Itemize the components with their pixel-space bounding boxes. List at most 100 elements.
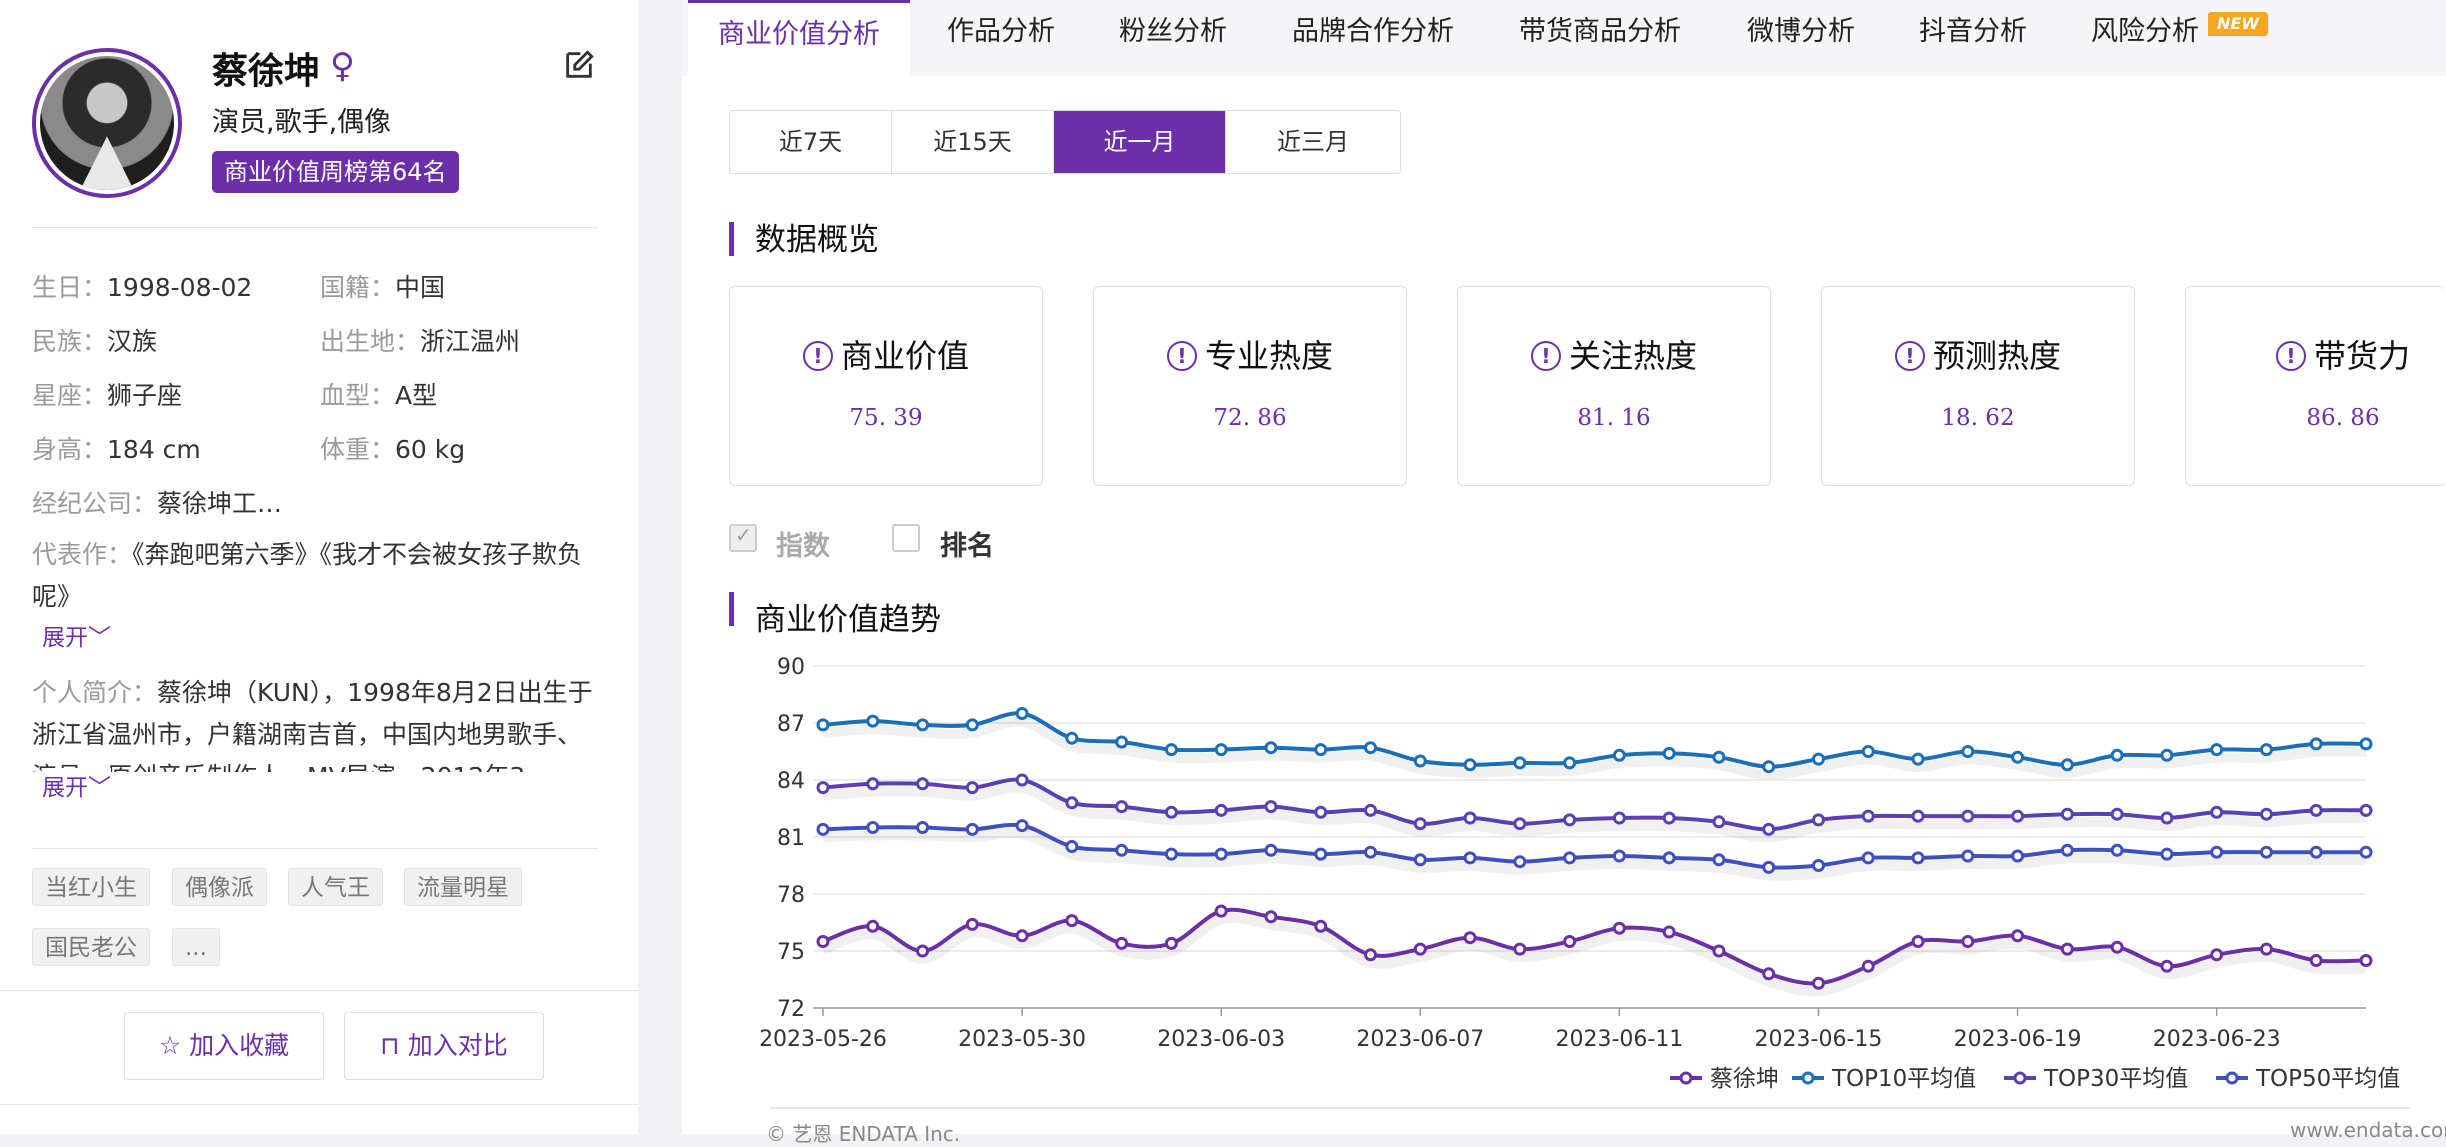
data-point xyxy=(1961,809,1975,823)
tag[interactable]: 当红小生 xyxy=(32,868,150,906)
info-agency: 经纪公司：蔡徐坤工… xyxy=(32,489,283,518)
info-birthplace: 出生地：浙江温州 xyxy=(320,327,521,356)
data-point xyxy=(1563,813,1577,827)
data-point xyxy=(1314,805,1328,819)
data-point xyxy=(2210,743,2224,757)
info-height: 身高：184 cm xyxy=(32,435,201,464)
overview-title: 数据概览 xyxy=(755,222,879,258)
info-icon[interactable]: ! xyxy=(802,341,833,371)
tag[interactable]: 偶像派 xyxy=(172,868,267,906)
more-tags[interactable]: ... xyxy=(172,928,220,966)
rank-checkbox[interactable] xyxy=(892,524,920,552)
tag[interactable]: 人气王 xyxy=(288,868,383,906)
data-point xyxy=(1115,800,1129,814)
card-commercial-value[interactable]: ! 商业价值 75. 39 xyxy=(729,286,1043,486)
expand-works-link[interactable]: 展开﹀ xyxy=(42,625,111,651)
period-7d[interactable]: 近7天 xyxy=(730,111,892,173)
data-point xyxy=(1463,851,1477,865)
info-birthday: 生日：1998-08-02 xyxy=(32,273,253,302)
data-point xyxy=(1563,851,1577,865)
tab-commercial-value[interactable]: 商业价值分析 xyxy=(688,0,910,76)
avatar-image xyxy=(40,56,174,190)
data-point xyxy=(2259,807,2273,821)
data-point xyxy=(965,781,979,795)
card-sales-power[interactable]: ! 带货力 86. 86 xyxy=(2185,286,2446,486)
data-point xyxy=(2309,845,2323,859)
data-point xyxy=(1413,942,1427,956)
add-favorite-button[interactable]: ☆ 加入收藏 xyxy=(124,1012,324,1080)
tab-products[interactable]: 带货商品分析 xyxy=(1519,16,1681,47)
avatar xyxy=(32,48,182,198)
data-point xyxy=(1662,851,1676,865)
index-checkbox[interactable] xyxy=(729,523,757,552)
analysis-panel xyxy=(682,0,2446,1134)
series-shadow xyxy=(822,716,2367,780)
legend-label: 蔡徐坤 xyxy=(1710,1066,1779,1092)
tab-bar xyxy=(682,0,2446,76)
data-point xyxy=(1314,743,1328,757)
period-3m[interactable]: 近三月 xyxy=(1226,111,1400,173)
artist-roles: 演员,歌手,偶像 xyxy=(212,107,392,138)
tab-works[interactable]: 作品分析 xyxy=(947,16,1055,47)
info-zodiac: 星座：狮子座 xyxy=(32,381,183,410)
data-point xyxy=(1015,773,1029,787)
edit-icon[interactable] xyxy=(562,48,596,91)
tag[interactable]: 流量明星 xyxy=(404,868,522,906)
data-point xyxy=(1861,959,1875,973)
data-point xyxy=(1762,760,1776,774)
legend-marker xyxy=(1801,1071,1815,1085)
x-tick-label: 2023-06-11 xyxy=(1555,1027,1683,1052)
data-point xyxy=(1612,849,1626,863)
expand-bio-link[interactable]: 展开﹀ xyxy=(42,768,111,802)
info-icon[interactable]: ! xyxy=(1530,341,1561,371)
x-tick-label: 2023-05-26 xyxy=(759,1027,887,1052)
trend-title: 商业价值趋势 xyxy=(755,602,941,638)
data-point xyxy=(1115,843,1129,857)
card-forecast-heat[interactable]: ! 预测热度 18. 62 xyxy=(1821,286,2135,486)
data-point xyxy=(2359,803,2373,817)
tag[interactable]: 国民老公 xyxy=(32,928,150,966)
y-tick-label: 90 xyxy=(777,655,805,680)
data-point xyxy=(1712,944,1726,958)
card-attention-heat[interactable]: ! 关注热度 81. 16 xyxy=(1457,286,1771,486)
data-point xyxy=(1314,847,1328,861)
data-point xyxy=(1413,853,1427,867)
section-marker xyxy=(729,222,734,256)
tab-douyin[interactable]: 抖音分析 xyxy=(1919,16,2027,47)
legend-marker xyxy=(2013,1071,2027,1085)
tab-risk[interactable]: 风险分析 xyxy=(2091,16,2199,47)
data-point xyxy=(1214,743,1228,757)
data-point xyxy=(1115,735,1129,749)
add-compare-button[interactable]: ⊓ 加入对比 xyxy=(344,1012,544,1080)
period-1m[interactable]: 近一月 xyxy=(1054,111,1226,173)
data-point xyxy=(1164,805,1178,819)
data-point xyxy=(2309,803,2323,817)
data-point xyxy=(866,777,880,791)
data-point xyxy=(1065,796,1079,810)
biography: 个人简介：蔡徐坤（KUN），1998年8月2日出生于浙江省温州市，户籍湖南吉首，… xyxy=(32,678,593,772)
data-point xyxy=(2160,847,2174,861)
chevron-down-icon: ﹀ xyxy=(88,625,111,651)
y-tick-label: 81 xyxy=(777,826,805,851)
period-15d[interactable]: 近15天 xyxy=(892,111,1054,173)
info-icon[interactable]: ! xyxy=(2275,341,2306,371)
tab-brand[interactable]: 品牌合作分析 xyxy=(1292,16,1454,47)
data-point xyxy=(1065,914,1079,928)
tab-weibo[interactable]: 微博分析 xyxy=(1747,16,1855,47)
card-professional-heat[interactable]: ! 专业热度 72. 86 xyxy=(1093,286,1407,486)
data-point xyxy=(916,821,930,834)
data-point xyxy=(1115,936,1129,950)
series-shadow xyxy=(822,827,2366,881)
data-point xyxy=(2210,845,2224,859)
tab-fans[interactable]: 粉丝分析 xyxy=(1119,16,1227,47)
data-point xyxy=(1463,758,1477,772)
info-icon[interactable]: ! xyxy=(1166,341,1197,371)
data-point xyxy=(1015,707,1029,720)
trend-chart[interactable]: 72 75 78 81 84 87 90 2023-05-26 2023-05-30 2023-0… xyxy=(730,640,2446,1120)
rank-badge[interactable]: 商业价值周榜第64名 xyxy=(212,151,459,193)
data-point xyxy=(1911,935,1925,948)
info-icon[interactable]: ! xyxy=(1894,341,1925,371)
data-point xyxy=(1612,921,1626,935)
data-point xyxy=(1264,843,1278,857)
data-point xyxy=(1961,745,1975,758)
